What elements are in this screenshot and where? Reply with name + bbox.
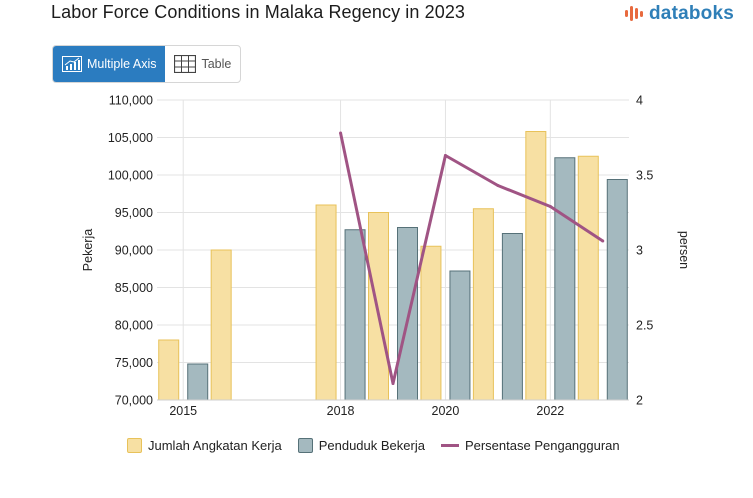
y2-tick-label: 3 [636, 244, 643, 258]
line-point-pengangguran[interactable] [601, 239, 605, 243]
line-point-pengangguran[interactable] [443, 154, 447, 157]
bar-penduduk-bekerja[interactable] [554, 157, 576, 401]
chart-icon [62, 56, 82, 72]
chart-title: Labor Force Conditions in Malaka Regency… [51, 2, 466, 22]
legend-label-penduduk-bekerja: Penduduk Bekerja [318, 438, 425, 453]
bar-angkatan-kerja[interactable] [315, 204, 337, 401]
chart-line [339, 131, 605, 385]
y-axis-label: Pekerja [81, 229, 95, 271]
chart-legend: Jumlah Angkatan Kerja Penduduk Bekerja P… [127, 438, 636, 453]
chart-canvas: 70,000 75,000 80,000 85,000 90,000 95,000 100,… [81, 94, 691, 419]
bar-angkatan-kerja[interactable] [158, 339, 180, 401]
legend-item-pengangguran[interactable]: Persentase Pengangguran [440, 438, 620, 453]
y-tick-label: 110,000 [109, 94, 153, 108]
bar-angkatan-kerja[interactable] [577, 155, 599, 401]
x-tick-label: 2015 [169, 404, 197, 418]
x-tick-label: 2018 [327, 404, 355, 418]
legend-label-angkatan-kerja: Jumlah Angkatan Kerja [148, 438, 282, 453]
line-pengangguran[interactable] [339, 132, 604, 385]
legend-swatch-angkatan-kerja [127, 438, 142, 453]
bar-angkatan-kerja[interactable] [210, 249, 232, 401]
table-icon [174, 55, 197, 73]
bar-angkatan-kerja[interactable] [525, 131, 547, 401]
y-tick-label: 80,000 [115, 319, 153, 333]
bar-penduduk-bekerja[interactable] [606, 179, 628, 401]
y-tick-label: 105,000 [108, 131, 153, 145]
line-point-pengangguran[interactable] [391, 382, 395, 385]
legend-label-pengangguran: Persentase Pengangguran [464, 438, 620, 453]
legend-swatch-pengangguran [440, 444, 459, 447]
chart-bars [158, 131, 628, 401]
y2-tick-label: 4 [636, 94, 643, 108]
y2-tick-label: 3.5 [636, 169, 653, 183]
y-tick-label: 70,000 [115, 394, 153, 408]
multiple-axis-label: Multiple Axis [87, 57, 157, 71]
chart-axes: 70,000 75,000 80,000 85,000 90,000 95,000 100,… [108, 94, 654, 419]
y-tick-label: 90,000 [115, 244, 153, 258]
legend-item-angkatan-kerja[interactable]: Jumlah Angkatan Kerja [127, 438, 282, 453]
bar-penduduk-bekerja[interactable] [344, 229, 366, 401]
view-toggle: Multiple Axis Table [52, 45, 242, 83]
line-point-pengangguran[interactable] [548, 205, 552, 208]
databoks-logo-icon [625, 6, 643, 21]
multiple-axis-button[interactable]: Multiple Axis [53, 46, 166, 82]
y2-tick-label: 2.5 [636, 319, 653, 333]
x-tick-label: 2020 [432, 404, 460, 418]
bar-penduduk-bekerja[interactable] [187, 363, 209, 401]
bar-penduduk-bekerja[interactable] [449, 270, 471, 401]
y-tick-label: 100,000 [108, 169, 153, 183]
bar-angkatan-kerja[interactable] [420, 245, 442, 401]
y-tick-label: 95,000 [115, 206, 153, 220]
databoks-logo-text: databoks [649, 3, 735, 24]
table-button[interactable]: Table [165, 46, 240, 82]
y2-axis-label: persen [677, 231, 691, 269]
databoks-logo[interactable]: databoks [624, 3, 734, 25]
legend-item-penduduk-bekerja[interactable]: Penduduk Bekerja [297, 438, 425, 453]
legend-swatch-penduduk-bekerja [297, 438, 313, 453]
bar-penduduk-bekerja[interactable] [501, 233, 523, 401]
line-point-pengangguran[interactable] [496, 184, 500, 187]
line-point-pengangguran[interactable] [339, 131, 343, 135]
bar-angkatan-kerja[interactable] [368, 212, 389, 401]
bar-angkatan-kerja[interactable] [472, 208, 494, 401]
y-tick-label: 75,000 [115, 356, 153, 370]
y2-tick-label: 2 [636, 394, 643, 408]
bar-penduduk-bekerja[interactable] [397, 227, 418, 401]
x-tick-label: 2022 [536, 404, 564, 418]
table-label: Table [201, 57, 232, 71]
y-tick-label: 85,000 [115, 281, 153, 295]
